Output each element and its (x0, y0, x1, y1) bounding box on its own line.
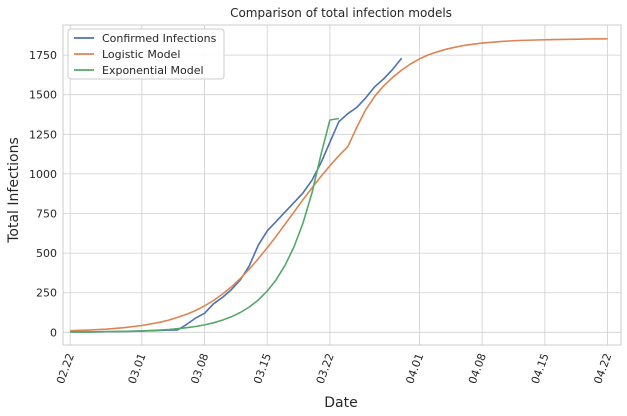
series-line-logistic-model (70, 38, 608, 332)
x-tick-label: 03.08 (188, 352, 211, 386)
x-axis-label: Date (324, 395, 357, 411)
y-tick-label: 1000 (29, 168, 57, 181)
y-tick-label: 1750 (29, 49, 57, 62)
legend: Confirmed Infections Logistic Model Expone… (67, 28, 225, 80)
legend-entry: Exponential Model (102, 64, 204, 77)
y-tick-label: 750 (36, 208, 57, 221)
legend-entry: Confirmed Infections (102, 32, 217, 45)
chart-title: Comparison of total infection models (230, 6, 452, 20)
x-tick-label: 02.22 (54, 352, 77, 386)
y-axis-label: Total Infections (6, 137, 22, 244)
x-tick-label: 04.15 (529, 352, 552, 386)
x-tick-label: 03.15 (251, 352, 274, 386)
x-tick-label: 04.08 (466, 352, 489, 386)
y-tick-label: 1250 (29, 128, 57, 141)
x-tick-label: 03.22 (314, 352, 337, 386)
y-tick-label: 250 (36, 287, 57, 300)
y-tick-label: 0 (50, 326, 57, 339)
y-tick-label: 1500 (29, 89, 57, 102)
x-tick-label: 03.01 (126, 352, 149, 386)
legend-entry: Logistic Model (102, 48, 180, 61)
y-tick-label: 500 (36, 247, 57, 260)
x-tick-label: 04.01 (403, 352, 426, 386)
plot-border (62, 24, 622, 346)
series-line-exponential-model (70, 117, 340, 333)
x-tick-label: 04.22 (591, 352, 614, 386)
legend-box (67, 28, 225, 80)
